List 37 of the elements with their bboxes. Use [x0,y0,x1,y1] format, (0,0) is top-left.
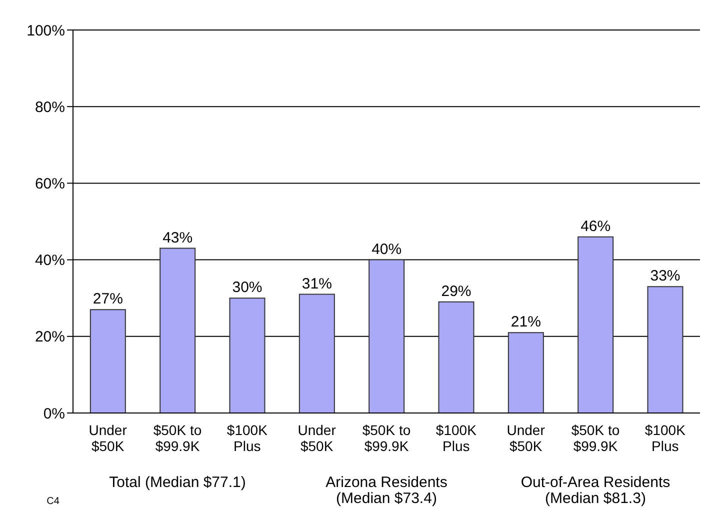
y-tick-label: 80% [34,98,65,116]
x-tick-label: $50K to $99.9K [362,422,411,454]
text: Out-of-Area Residents (Median $81.3) [520,474,672,507]
text: C4 [46,495,60,509]
y-tick-label: 0% [43,405,65,422]
y-tick-label: 60% [34,176,65,193]
bar [647,286,684,413]
x-tick-label: $100K Plus [226,422,268,454]
x-tick-label: Under $50K [298,422,336,454]
bar [298,294,335,413]
y-tick-label: 40% [34,252,65,270]
bar [229,298,266,413]
bar [508,332,544,413]
x-tick-label: $50K to $99.9K [153,422,202,454]
bar [90,309,126,413]
data-label: 46% [580,218,611,235]
data-label: 21% [510,314,541,331]
x-tick-label: $50K to $99.9K [571,422,620,454]
data-label: 40% [372,240,402,258]
bar [578,236,614,413]
y-tick-label: 100% [26,22,65,40]
data-label: 33% [650,268,680,285]
data-label: 29% [441,282,472,300]
bar [368,259,405,413]
data-label: 31% [302,275,332,292]
x-tick-label: Under $50K [506,422,546,454]
x-tick-label: $100K Plus [644,422,686,454]
data-label: 30% [232,279,262,296]
text: Arizona Residents (Median $73.4) [324,474,448,507]
bar [160,248,196,413]
data-label: 43% [162,229,193,246]
data-label: 27% [92,290,123,308]
text: Total (Median $77.1) [108,474,247,491]
x-tick-label: $100K Plus [436,422,478,454]
bar [438,301,474,413]
x-tick-label: Under $50K [88,422,128,454]
y-tick-label: 20% [34,328,65,346]
